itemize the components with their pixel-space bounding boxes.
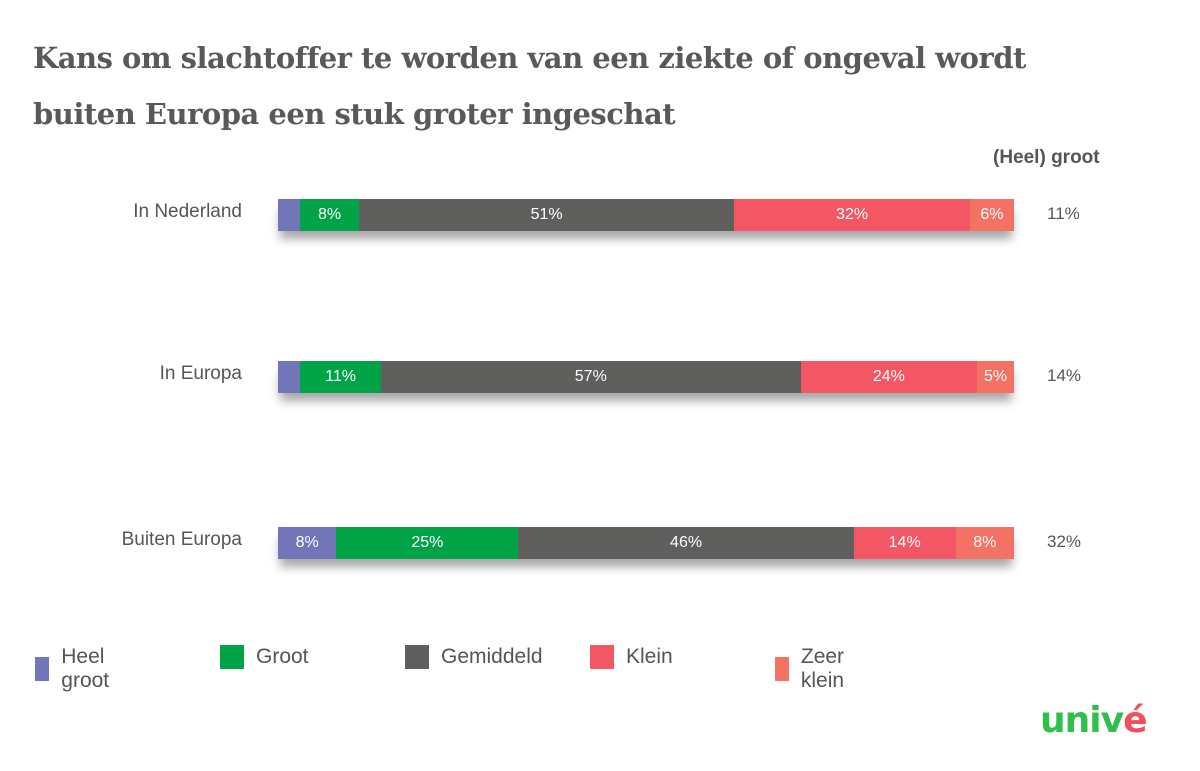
- bar-segment-heel-groot: 8%: [278, 527, 337, 559]
- column-header-heel-groot: (Heel) groot: [993, 147, 1100, 168]
- legend-label: Klein: [626, 645, 673, 668]
- unive-logo: univé: [1040, 700, 1148, 741]
- legend-label: Gemiddeld: [441, 645, 543, 668]
- bar-segment-heel-groot: [278, 199, 301, 231]
- legend-item-gemiddeld: Gemiddeld: [405, 645, 543, 669]
- bar-segment-heel-groot: [278, 361, 301, 393]
- row-label: Buiten Europa: [121, 529, 242, 550]
- legend-swatch: [220, 645, 244, 669]
- legend-label: Zeer klein: [800, 645, 845, 692]
- legend-item-groot: Groot: [220, 645, 309, 669]
- legend-swatch: [405, 645, 429, 669]
- logo-accent: é: [1123, 700, 1147, 741]
- stacked-bar: 8% 25% 46% 14% 8%: [278, 527, 1014, 559]
- legend-item-zeer-klein: Zeer klein: [775, 645, 854, 693]
- legend-swatch: [775, 657, 789, 681]
- bar-segment-klein: 24%: [800, 361, 978, 393]
- row-total-heel-groot: 14%: [1047, 366, 1082, 385]
- row-label: In Nederland: [133, 201, 242, 222]
- bar-segment-zeer-klein: 5%: [977, 361, 1014, 393]
- bar-segment-groot: 25%: [336, 527, 519, 559]
- legend-label: Groot: [256, 645, 309, 668]
- bar-segment-gemiddeld: 46%: [518, 527, 854, 559]
- bar-segment-zeer-klein: 6%: [969, 199, 1014, 231]
- bar-segment-klein: 32%: [734, 199, 970, 231]
- bar-segment-gemiddeld: 57%: [381, 361, 801, 393]
- bar-segment-zeer-klein: 8%: [955, 527, 1014, 559]
- bar-segment-klein: 14%: [853, 527, 956, 559]
- chart-title: Kans om slachtoffer te worden van een zi…: [33, 30, 1033, 142]
- chart-title-line1: Kans om slachtoffer te worden van een zi…: [33, 41, 1026, 75]
- legend-label: Heel groot: [61, 645, 110, 692]
- bar-segment-groot: 11%: [300, 361, 382, 393]
- bar-segment-groot: 8%: [300, 199, 359, 231]
- stacked-bar: 11% 57% 24% 5%: [278, 361, 1014, 393]
- logo-text: univ: [1040, 700, 1124, 741]
- legend-swatch: [590, 645, 614, 669]
- row-total-heel-groot: 32%: [1047, 532, 1082, 551]
- legend-item-klein: Klein: [590, 645, 673, 669]
- legend-item-heel-groot: Heel groot: [35, 645, 119, 693]
- row-label: In Europa: [159, 363, 242, 384]
- stacked-bar: 8% 51% 32% 6%: [278, 199, 1014, 231]
- chart-title-line2: buiten Europa een stuk groter ingeschat: [33, 97, 676, 131]
- bar-segment-gemiddeld: 51%: [358, 199, 735, 231]
- row-total-heel-groot: 11%: [1047, 204, 1080, 223]
- legend-swatch: [35, 657, 50, 681]
